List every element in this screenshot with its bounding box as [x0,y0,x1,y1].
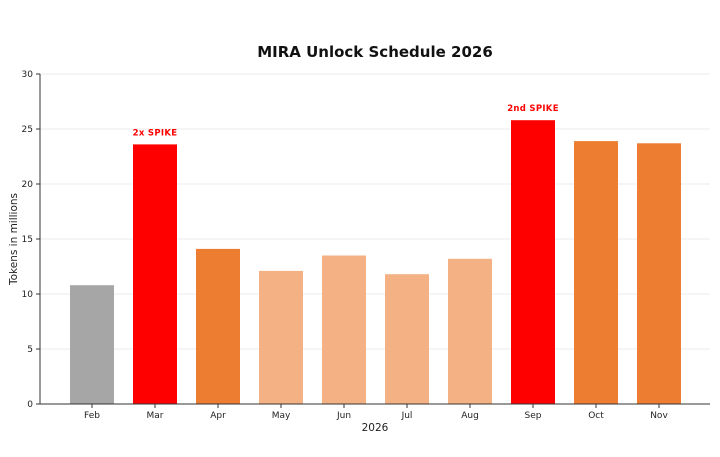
x-tick-label-oct: Oct [588,411,604,421]
bar-apr [196,248,240,404]
x-axis-label: 2026 [362,422,389,434]
y-tick-label-15: 15 [22,235,33,245]
bar-annotations: 2x SPIKE 2nd SPIKE [133,104,559,138]
bar-nov [637,143,681,405]
bar-sep [511,120,555,404]
y-axis-label: Tokens in millions [8,193,20,286]
y-tick-label-25: 25 [22,125,33,135]
annotation-sep: 2nd SPIKE [507,104,559,114]
bar-may [259,270,303,404]
y-tick-label-30: 30 [22,70,34,80]
x-tick-label-aug: Aug [461,411,479,421]
x-tick-label-sep: Sep [525,411,542,421]
x-tick-label-apr: Apr [210,411,226,421]
x-tick-label-jun: Jun [336,411,351,421]
bar-feb [70,285,114,404]
y-tick-label-0: 0 [27,400,33,410]
y-ticks: 0 5 10 15 20 25 30 [22,70,40,410]
y-tick-label-5: 5 [27,345,33,355]
bars [70,120,681,405]
bar-jul [385,274,429,404]
x-ticks: Feb Mar Apr May Jun Jul Aug Sep Oct Nov [84,404,668,421]
x-tick-label-may: May [272,411,291,421]
x-tick-label-mar: Mar [147,411,164,421]
chart-title: MIRA Unlock Schedule 2026 [257,43,493,61]
bar-oct [574,141,618,404]
bar-mar [133,144,177,404]
y-tick-label-10: 10 [22,290,34,300]
bar-aug [448,258,492,404]
x-tick-label-feb: Feb [84,411,100,421]
annotation-mar: 2x SPIKE [133,128,178,138]
x-tick-label-jul: Jul [401,411,413,421]
x-tick-label-nov: Nov [650,411,668,421]
bar-jun [322,255,366,404]
y-tick-label-20: 20 [22,180,34,190]
